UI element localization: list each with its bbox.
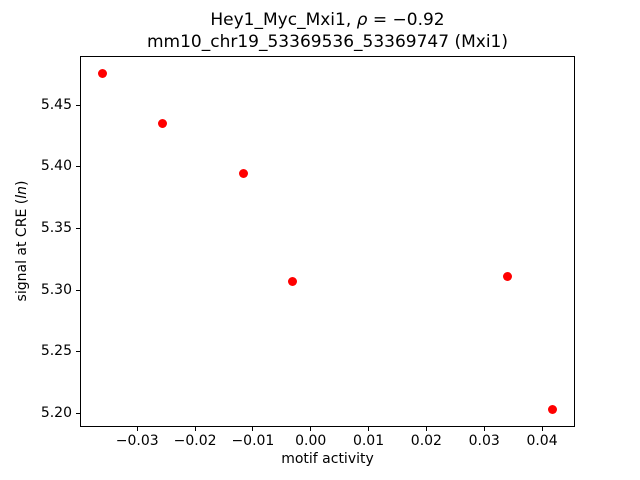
y-tick [76, 412, 80, 414]
data-point [502, 272, 512, 282]
y-tick [76, 104, 80, 106]
x-tick-label: 0.03 [468, 433, 500, 449]
data-point [287, 277, 297, 287]
x-tick-label: −0.02 [173, 433, 217, 449]
y-tick [76, 228, 80, 230]
y-tick [76, 289, 80, 291]
y-tick-label: 5.30 [40, 281, 72, 298]
x-tick [541, 427, 543, 431]
x-tick [194, 427, 196, 431]
data-point [547, 405, 557, 415]
x-axis-label: motif activity [281, 451, 374, 467]
data-point [157, 119, 167, 129]
y-tick-label: 5.20 [40, 404, 72, 421]
x-tick [252, 427, 254, 431]
x-tick [310, 427, 312, 431]
data-point [98, 68, 108, 78]
rho-symbol: ρ [356, 10, 368, 30]
chart-title-line1-prefix: Hey1_Myc_Mxi1, [210, 10, 357, 30]
chart-title-line1-suffix: = −0.92 [367, 10, 445, 30]
y-tick [76, 351, 80, 353]
y-tick-label: 5.40 [40, 158, 72, 175]
data-point [239, 168, 249, 178]
y-tick-label: 5.45 [40, 96, 72, 113]
x-tick-label: −0.01 [231, 433, 275, 449]
y-axis-label-italic: ln [14, 186, 30, 199]
x-tick [136, 427, 138, 431]
x-tick-label: 0.01 [352, 433, 385, 449]
y-tick [76, 166, 80, 168]
y-axis-label-suffix: ) [14, 180, 30, 187]
x-tick-label: 0.00 [295, 433, 327, 449]
x-tick [368, 427, 370, 431]
plot-area [80, 56, 575, 427]
x-tick [425, 427, 427, 431]
chart-title-line2: mm10_chr19_53369536_53369747 (Mxi1) [147, 32, 508, 52]
x-tick-label: −0.03 [115, 433, 159, 449]
x-tick-label: 0.02 [410, 433, 442, 449]
x-tick [483, 427, 485, 431]
chart-title: Hey1_Myc_Mxi1, ρ = −0.92 mm10_chr19_5336… [80, 9, 575, 53]
chart-title-line1: Hey1_Myc_Mxi1, ρ = −0.92 [80, 9, 575, 31]
y-tick-label: 5.25 [40, 343, 72, 360]
y-tick-label: 5.35 [40, 220, 72, 237]
x-tick-label: 0.04 [526, 433, 558, 449]
